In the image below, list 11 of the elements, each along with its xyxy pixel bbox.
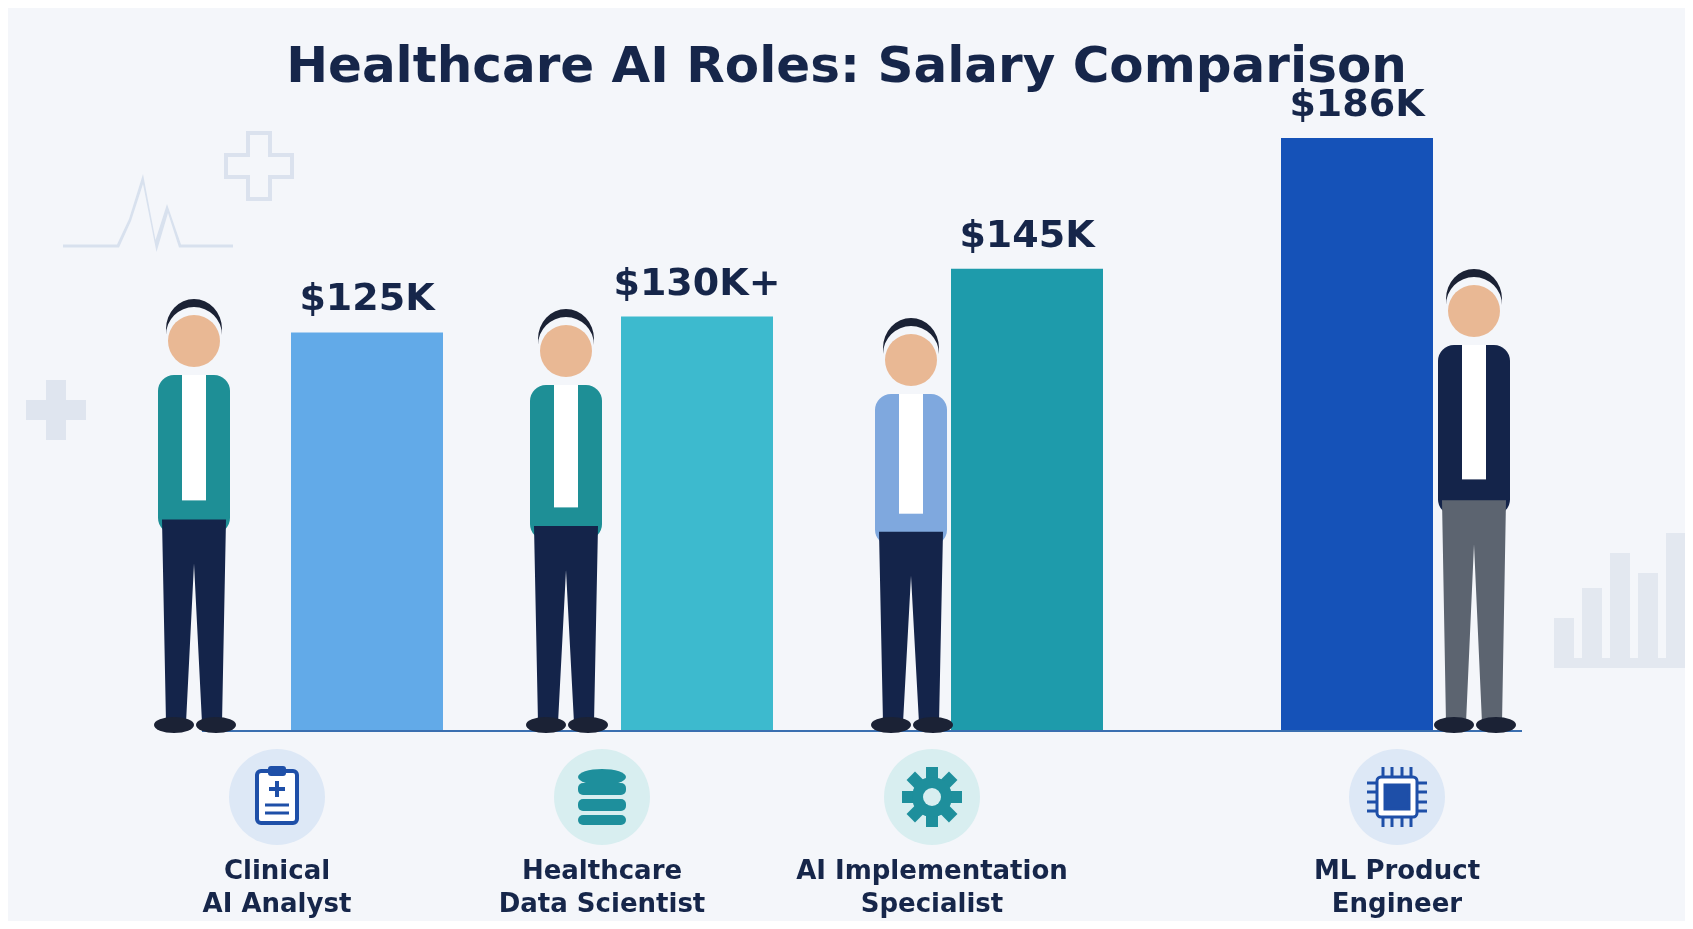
data-label: $130K+	[613, 259, 781, 304]
data-label: $125K	[299, 275, 437, 320]
data-label: $145K	[959, 211, 1097, 256]
x-tick-label: Clinical AI Analyst	[202, 855, 352, 918]
bar	[291, 332, 443, 731]
x-tick-label: ML Product Engineer	[1313, 855, 1481, 918]
x-tick-label: AI Implementation Specialist	[796, 855, 1068, 918]
bar	[951, 268, 1103, 731]
bar	[621, 316, 773, 731]
x-tick-label: Healthcare Data Scientist	[498, 855, 706, 918]
bar	[1281, 138, 1433, 731]
